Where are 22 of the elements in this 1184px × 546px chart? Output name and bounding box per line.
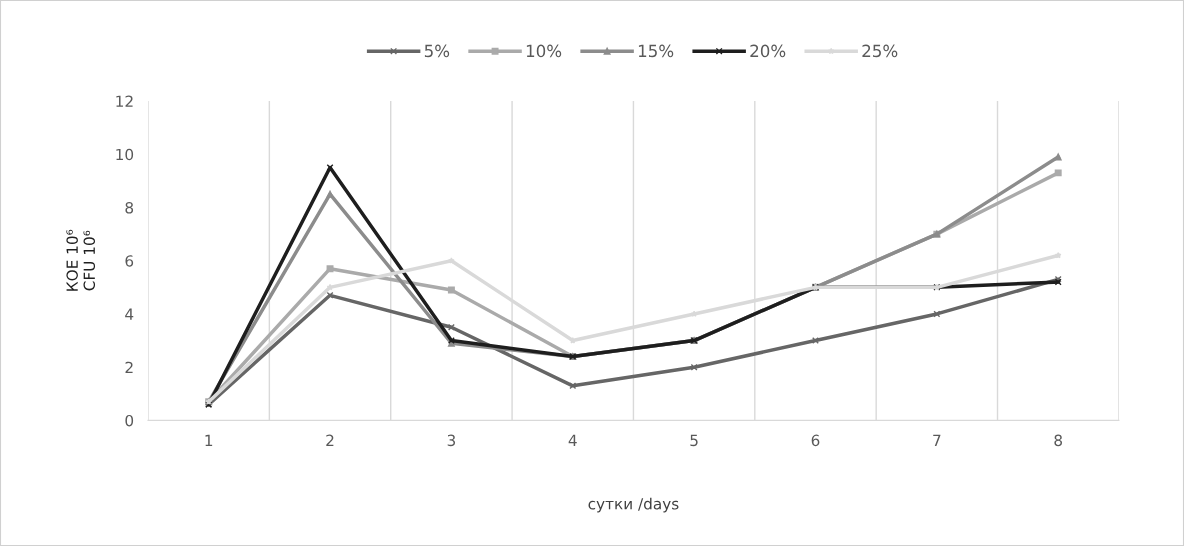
y-tick-label: 2	[125, 361, 133, 373]
x-tick-label: 4	[568, 434, 577, 446]
x-tick-label: 7	[933, 434, 941, 446]
y-tick-label: 0	[125, 414, 134, 427]
y-tick-label: 10	[116, 148, 134, 161]
x-tick-label: 3	[447, 434, 456, 447]
legend-label: 25%	[862, 44, 898, 58]
y-axis-title: КОЕ 10⁶ CFU 10⁶	[66, 229, 96, 291]
x-tick-label: 2	[326, 434, 334, 446]
y-tick-label: 6	[125, 255, 134, 267]
x-tick-label: 8	[1054, 434, 1063, 447]
x-tick-label: 6	[811, 434, 820, 447]
legend-label: 5%	[424, 44, 450, 58]
y-tick-label: 8	[125, 201, 134, 214]
x-tick-label: 1	[205, 434, 213, 446]
x-axis-title: сутки /days	[588, 497, 679, 513]
y-tick-label: 12	[116, 95, 133, 107]
legend-label: 15%	[638, 44, 674, 58]
x-tick-label: 5	[690, 434, 698, 447]
y-tick-label: 4	[125, 308, 134, 320]
legend-label: 20%	[750, 44, 786, 58]
legend-label: 10%	[526, 44, 562, 58]
